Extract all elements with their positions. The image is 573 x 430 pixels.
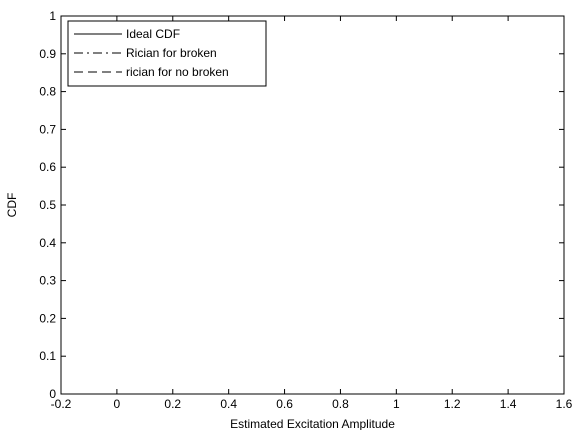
x-tick-label: 0.8 [332,397,349,411]
y-axis-label: CDF [5,193,19,218]
x-tick-label: 0 [114,397,121,411]
legend-label-3: rician for no broken [126,65,229,79]
x-tick-label: 1.2 [444,397,461,411]
legend: Ideal CDF Rician for broken rician for no … [67,20,267,87]
y-tick-label: 0.4 [39,236,56,250]
x-tick-label: 0.2 [164,397,181,411]
y-tick-label: 0.6 [39,160,56,174]
x-tick-label: -0.2 [51,397,72,411]
legend-label-2: Rician for broken [126,46,217,60]
legend-label-1: Ideal CDF [126,27,180,41]
x-tick-label: 0.6 [276,397,293,411]
y-tick-label: 0.7 [39,122,56,136]
y-tick-label: 0.5 [39,198,56,212]
y-tick-label: 0.2 [39,311,56,325]
y-tick-label: 0.9 [39,47,56,61]
y-tick-label: 0 [49,387,56,401]
y-tick-label: 0.3 [39,274,56,288]
y-tick-label: 0.1 [39,349,56,363]
x-axis-label: Estimated Excitation Amplitude [230,417,395,430]
x-tick-label: 1.4 [500,397,517,411]
x-tick-label: 1 [393,397,400,411]
x-tick-label: 1.6 [556,397,573,411]
x-tick-label: 0.4 [220,397,237,411]
y-tick-label: 1 [49,9,56,23]
y-tick-label: 0.8 [39,85,56,99]
